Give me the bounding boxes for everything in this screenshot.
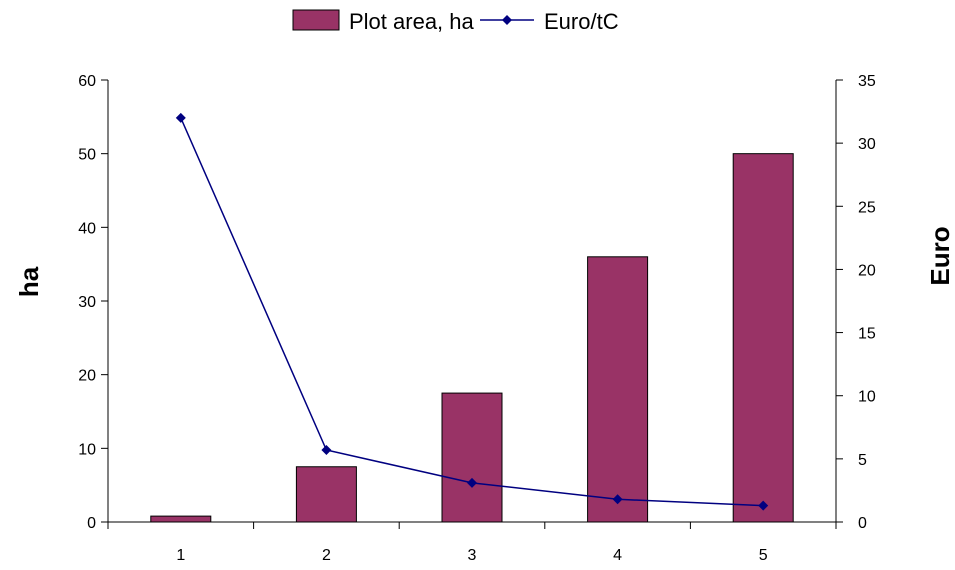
- axes: [101, 79, 843, 529]
- legend-swatch-euro-marker: [502, 15, 512, 25]
- x-tick-label: 3: [468, 547, 477, 564]
- y2-tick-label: 30: [858, 136, 876, 153]
- x-tick-label: 2: [322, 547, 331, 564]
- line-series: [175, 112, 769, 511]
- bar: [441, 392, 503, 523]
- bar-series: [150, 153, 794, 523]
- x-tick-label: 1: [176, 547, 185, 564]
- bar: [295, 466, 357, 523]
- data-point: [467, 477, 477, 488]
- bar: [150, 515, 212, 523]
- data-point: [321, 445, 332, 456]
- y2-tick-label: 25: [858, 199, 876, 216]
- y2-tick-label: 5: [858, 452, 867, 469]
- bar: [732, 153, 794, 523]
- tick-labels: 0 10 20 30 40 50 60 0 5 10 15 20 25 30 35 1 2 3 4 5: [78, 73, 876, 564]
- y2-tick-label: 20: [858, 262, 876, 279]
- y2-tick-label: 35: [858, 73, 876, 90]
- y2-tick-label: 15: [858, 326, 876, 343]
- y2-tick-label: 10: [858, 389, 876, 406]
- y-tick-label: 30: [78, 294, 96, 311]
- legend: Plot area, ha Euro/tC: [292, 9, 619, 34]
- y-tick-label: 20: [78, 368, 96, 385]
- data-point: [758, 500, 769, 511]
- y-tick-label: 50: [78, 147, 96, 164]
- y-tick-label: 0: [87, 515, 96, 532]
- y-tick-label: 40: [78, 220, 96, 237]
- data-point: [175, 112, 186, 123]
- y2-axis-label: Euro: [925, 226, 955, 285]
- y-tick-label: 60: [78, 73, 96, 90]
- y2-tick-label: 0: [858, 515, 867, 532]
- x-tick-label: 5: [759, 547, 768, 564]
- y-tick-label: 10: [78, 441, 96, 458]
- bar: [587, 256, 649, 523]
- legend-label-plot-area: Plot area, ha: [349, 9, 475, 34]
- legend-label-euro: Euro/tC: [544, 9, 619, 34]
- legend-swatch-plot-area: [292, 9, 340, 31]
- y-axis-label: ha: [14, 266, 44, 297]
- data-point: [612, 494, 623, 505]
- x-tick-label: 4: [613, 547, 622, 564]
